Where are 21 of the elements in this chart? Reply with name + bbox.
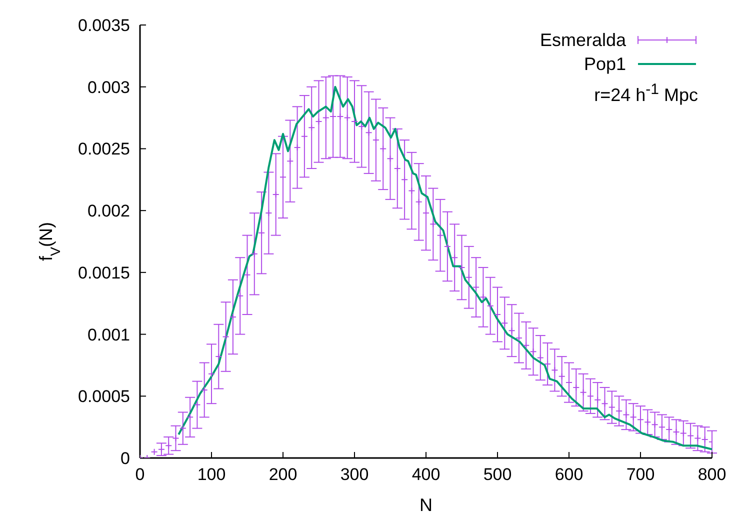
annotation: r=24 h$^{-1}$ Mpc [594, 81, 698, 105]
legend-label: Esmeralda [540, 29, 626, 52]
y-tick-label: 0.0005 [78, 387, 130, 406]
legend-label: Pop1 [584, 53, 626, 76]
x-tick-label: 100 [197, 465, 226, 484]
y-tick-label: 0.001 [87, 325, 130, 344]
x-tick-label: 700 [626, 465, 655, 484]
x-axis-title: N [420, 495, 432, 515]
x-tick-label: 200 [268, 465, 298, 484]
x-tick-label: 600 [554, 465, 584, 484]
y-tick-label: 0.002 [87, 202, 130, 221]
x-tick-label: 0 [135, 465, 145, 484]
y-tick-label: 0.0025 [78, 140, 130, 159]
x-tick-label: 500 [483, 465, 512, 484]
y-tick-label: 0.0015 [78, 263, 130, 282]
x-tick-label: 800 [698, 465, 726, 484]
y-tick-label: 0.003 [87, 78, 130, 97]
x-tick-label: 400 [412, 465, 440, 484]
x-tick-label: 300 [340, 465, 369, 484]
y-tick-label: 0 [120, 449, 130, 468]
y-tick-label: 0.0035 [78, 16, 130, 36]
